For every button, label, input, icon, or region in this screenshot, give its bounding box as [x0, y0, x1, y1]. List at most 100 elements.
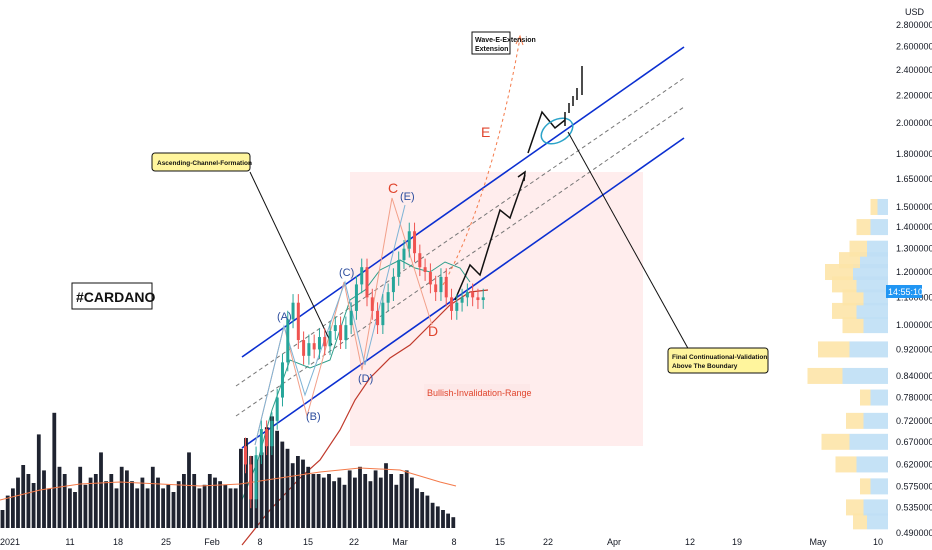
candle-body [444, 276, 448, 298]
volume-bar [114, 488, 119, 528]
channel-callout-line [249, 171, 333, 346]
x-tick-label: Mar [392, 537, 408, 547]
candle-body [428, 272, 432, 285]
volume-bar [36, 434, 41, 528]
x-tick-label: May [809, 537, 827, 547]
volume-bar [239, 448, 243, 528]
y-tick-label: 0.72000000 [896, 416, 932, 426]
channel-upper-line [241, 46, 685, 358]
candle-body [275, 397, 279, 421]
volume-bar [321, 477, 326, 528]
volume-bar [0, 510, 5, 528]
volume-bar [182, 474, 186, 528]
volume-bar [62, 474, 67, 528]
volume-bar [88, 477, 93, 528]
volume-bar [446, 513, 450, 528]
volume-bar [441, 510, 445, 528]
candle-body [344, 325, 348, 341]
y-tick-label: 0.84000000 [896, 371, 932, 381]
volume-bar [233, 488, 238, 528]
ma-teal [241, 259, 471, 501]
profile-bar-up [877, 198, 888, 215]
volume-bar [332, 481, 336, 528]
volume-bar [192, 474, 197, 528]
candle-body [270, 420, 274, 447]
channel-callout-box [151, 152, 251, 172]
current-price-text: 14:55:10 [888, 287, 923, 297]
y-tick-label: 1.65000000 [896, 174, 932, 184]
x-tick-label: 12 [685, 537, 695, 547]
y-tick-label: 0.92000000 [896, 344, 932, 354]
volume-bar [145, 488, 150, 528]
volume-bar [218, 481, 222, 528]
x-tick-label: 15 [303, 537, 313, 547]
y-tick-label: 0.49000000 [896, 528, 932, 538]
volume-bar [166, 484, 171, 528]
candle-body [481, 297, 485, 301]
volume-bar [228, 488, 233, 528]
candle-body [423, 267, 427, 273]
candle-body [450, 297, 454, 311]
volume-bar [187, 452, 191, 528]
candles [244, 222, 485, 509]
profile-bar-down [860, 389, 871, 406]
volume-bar [275, 430, 279, 528]
volume-bar [378, 477, 383, 528]
volume-bar [119, 466, 124, 528]
volume-bar [363, 474, 368, 528]
volume-bar [68, 488, 72, 528]
candle-body [360, 267, 364, 285]
x-tick-label: 25 [161, 537, 171, 547]
y-tick-label: 2.20000000 [896, 90, 932, 100]
wave-e-callout-line2: Extension [475, 46, 508, 53]
candle-body [333, 325, 337, 332]
profile-bar-up [842, 367, 888, 384]
final-callout-line2: Above The Boundary [672, 363, 738, 370]
y-tick-label: 2.80000000 [896, 20, 932, 30]
wave-e-callout-box [471, 31, 511, 55]
volume-bar [306, 466, 311, 528]
candle-body [439, 276, 443, 293]
ma-red [241, 289, 489, 546]
y-tick-label: 0.67000000 [896, 437, 932, 447]
volume-bar [5, 495, 10, 528]
candle-body [376, 310, 380, 326]
candle-body [339, 325, 343, 341]
volume-bar [399, 474, 404, 528]
volume-bar [125, 470, 129, 528]
wave-label-e-small: (E) [400, 191, 415, 203]
volume-bar [404, 470, 409, 528]
profile-bar-up [863, 499, 888, 516]
volume-bar [78, 466, 83, 528]
volume-bar [451, 517, 456, 528]
projection-arrow-head [517, 170, 526, 182]
volume-bar [52, 412, 57, 528]
wave-e-arrow-head [515, 34, 524, 46]
profile-bar-up [870, 219, 888, 236]
volume-bar [280, 441, 285, 528]
volume-bar [347, 470, 352, 528]
volume-bar [83, 484, 88, 528]
volume-bar [420, 492, 425, 528]
volume-bar [337, 477, 342, 528]
candle-body [418, 253, 422, 268]
y-tick-label: 1.20000000 [896, 267, 932, 277]
volume-bar [213, 477, 217, 528]
y-tick-label: 0.62000000 [896, 459, 932, 469]
candle-body [249, 464, 253, 500]
x-tick-label: 22 [349, 537, 359, 547]
volume-bar [415, 488, 419, 528]
wave-label-c-small: (C) [339, 267, 354, 279]
profile-bar-up [856, 456, 888, 473]
volume-bar [31, 483, 36, 528]
wave-label-b-small: (B) [306, 411, 321, 423]
x-tick-label: 11 [65, 537, 74, 547]
volume-bar [384, 463, 388, 528]
profile-bar-down [832, 276, 857, 293]
volume-bar [156, 477, 160, 528]
profile-bar-down [832, 302, 857, 319]
volume-bar [130, 481, 134, 528]
volume-bar [435, 506, 440, 528]
volume-bar [161, 488, 165, 528]
volume-bar [430, 502, 435, 528]
